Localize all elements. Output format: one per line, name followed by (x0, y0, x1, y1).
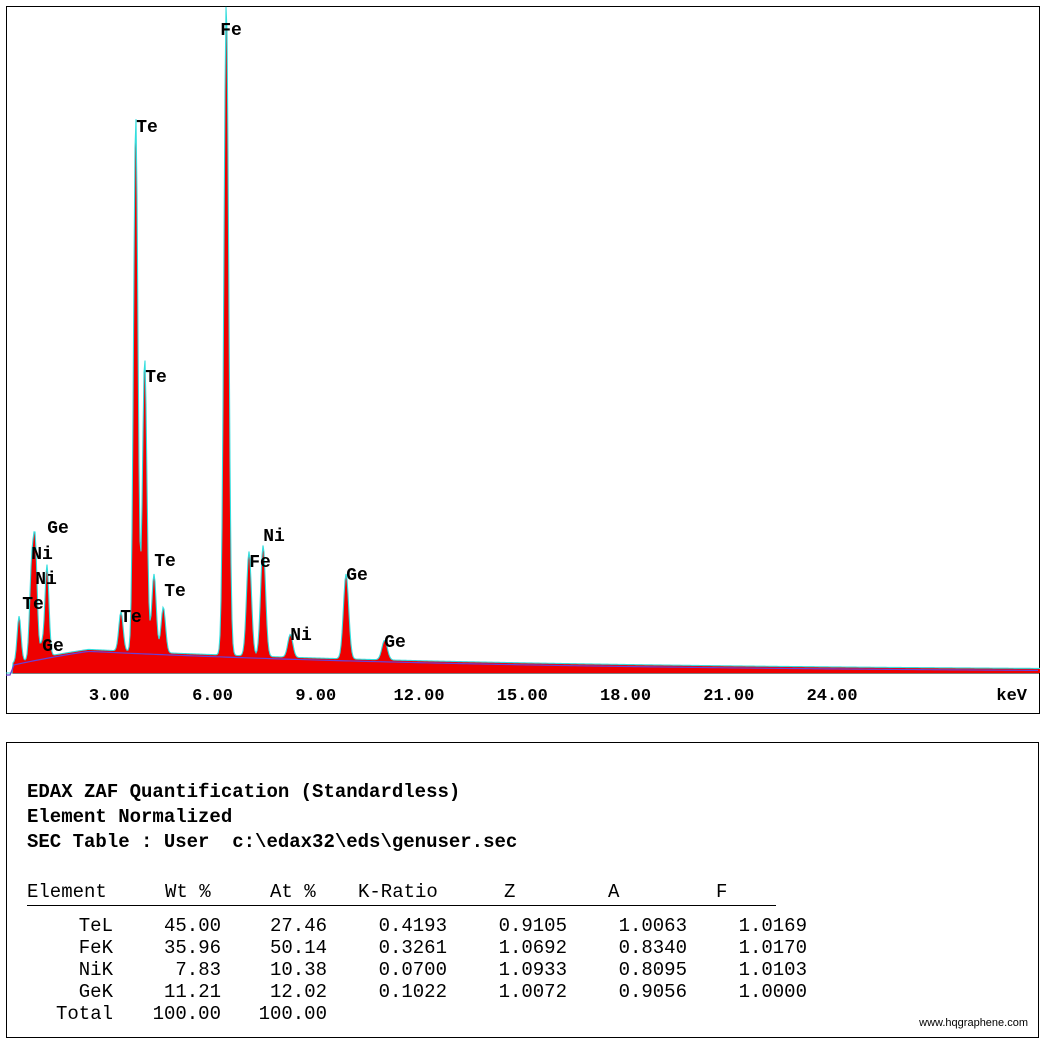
table-cell-wt: 11.21 (163, 981, 221, 1003)
table-cell-a: 0.9056 (618, 981, 687, 1003)
table-cell-f: 1.0170 (738, 937, 807, 959)
x-tick-label: 9.00 (295, 687, 336, 706)
quant-title: EDAX ZAF Quantification (Standardless) (27, 781, 461, 803)
peak-label-ni: Ni (35, 570, 57, 590)
peak-label-fe: Fe (249, 553, 271, 573)
table-cell-z: 1.0072 (498, 981, 567, 1003)
x-tick-label: 24.00 (807, 687, 858, 706)
x-tick-label: 3.00 (89, 687, 130, 706)
x-tick-label: 12.00 (394, 687, 445, 706)
table-cell-element: NiK (78, 959, 113, 981)
table-cell-at: 27.46 (269, 915, 327, 937)
col-header-z: Z (504, 881, 516, 903)
x-tick-label: 6.00 (192, 687, 233, 706)
col-header-kratio: K-Ratio (358, 881, 438, 903)
peak-label-te: Te (136, 118, 158, 138)
x-tick-label: 18.00 (600, 687, 651, 706)
spectrum-chart: 3.00 6.00 9.00 12.00 15.00 18.00 21.00 24.00 Fe… (6, 6, 1040, 714)
total-wt: 100.00 (152, 1003, 221, 1025)
peak-label-te: Te (22, 595, 44, 615)
x-axis-label: keV (996, 687, 1027, 706)
x-tick-label: 15.00 (497, 687, 548, 706)
table-cell-a: 1.0063 (618, 915, 687, 937)
peak-label-ge: Ge (42, 637, 64, 657)
x-tick-label: 21.00 (703, 687, 754, 706)
table-cell-at: 50.14 (269, 937, 327, 959)
total-at: 100.00 (258, 1003, 327, 1025)
peak-label-ni: Ni (290, 626, 312, 646)
col-header-at: At % (270, 881, 316, 903)
chart-frame (6, 6, 1040, 714)
peak-label-te: Te (145, 368, 167, 388)
table-cell-k: 0.1022 (378, 981, 447, 1003)
peak-label-ge: Ge (384, 633, 406, 653)
table-cell-element: GeK (78, 981, 113, 1003)
col-header-a: A (608, 881, 620, 903)
quant-subtitle: Element Normalized (27, 806, 233, 828)
table-cell-at: 10.38 (269, 959, 327, 981)
spectrum-panel: 3.00 6.00 9.00 12.00 15.00 18.00 21.00 24.00 Fe… (6, 6, 1040, 714)
quantification-panel: EDAX ZAF Quantification (Standardless) E… (6, 742, 1039, 1038)
table-cell-f: 1.0103 (738, 959, 807, 981)
table-cell-k: 0.3261 (378, 937, 447, 959)
peak-label-ge: Ge (47, 519, 69, 539)
table-cell-k: 0.0700 (378, 959, 447, 981)
col-header-element: Element (27, 881, 107, 903)
table-cell-wt: 45.00 (163, 915, 221, 937)
peak-label-ni: Ni (31, 545, 53, 565)
table-cell-element: FeK (78, 937, 113, 959)
table-cell-z: 0.9105 (498, 915, 567, 937)
header-rule (27, 905, 776, 906)
table-cell-z: 1.0692 (498, 937, 567, 959)
table-cell-wt: 35.96 (163, 937, 221, 959)
table-cell-f: 1.0000 (738, 981, 807, 1003)
watermark: www.hqgraphene.com (919, 1017, 1028, 1029)
total-label: Total (55, 1003, 113, 1025)
peak-labels: Fe Te Te Ni Fe Ge Te Te Te Ge Ni Ge Ni Ni Te Ge (22, 21, 406, 657)
col-header-f: F (716, 881, 728, 903)
peak-label-te: Te (164, 582, 186, 602)
table-cell-f: 1.0169 (738, 915, 807, 937)
table-cell-a: 0.8095 (618, 959, 687, 981)
spectrum-fill (6, 6, 1040, 674)
table-cell-k: 0.4193 (378, 915, 447, 937)
sec-table-line: SEC Table : User c:\edax32\eds\genuser.s… (27, 831, 518, 853)
peak-label-te: Te (154, 552, 176, 572)
background-fit-line (6, 650, 1039, 676)
spectrum-outline (6, 6, 1040, 674)
table-cell-a: 0.8340 (618, 937, 687, 959)
table-cell-z: 1.0933 (498, 959, 567, 981)
table-cell-element: TeL (78, 915, 113, 937)
peak-label-te: Te (120, 608, 142, 628)
table-cell-at: 12.02 (269, 981, 327, 1003)
col-header-wt: Wt % (165, 881, 211, 903)
x-axis-ticks: 3.00 6.00 9.00 12.00 15.00 18.00 21.00 24.00 (89, 687, 858, 706)
peak-label-ni: Ni (263, 527, 285, 547)
table-cell-wt: 7.83 (175, 959, 221, 981)
peak-label-ge: Ge (346, 566, 368, 586)
peak-label-fe: Fe (220, 21, 242, 41)
